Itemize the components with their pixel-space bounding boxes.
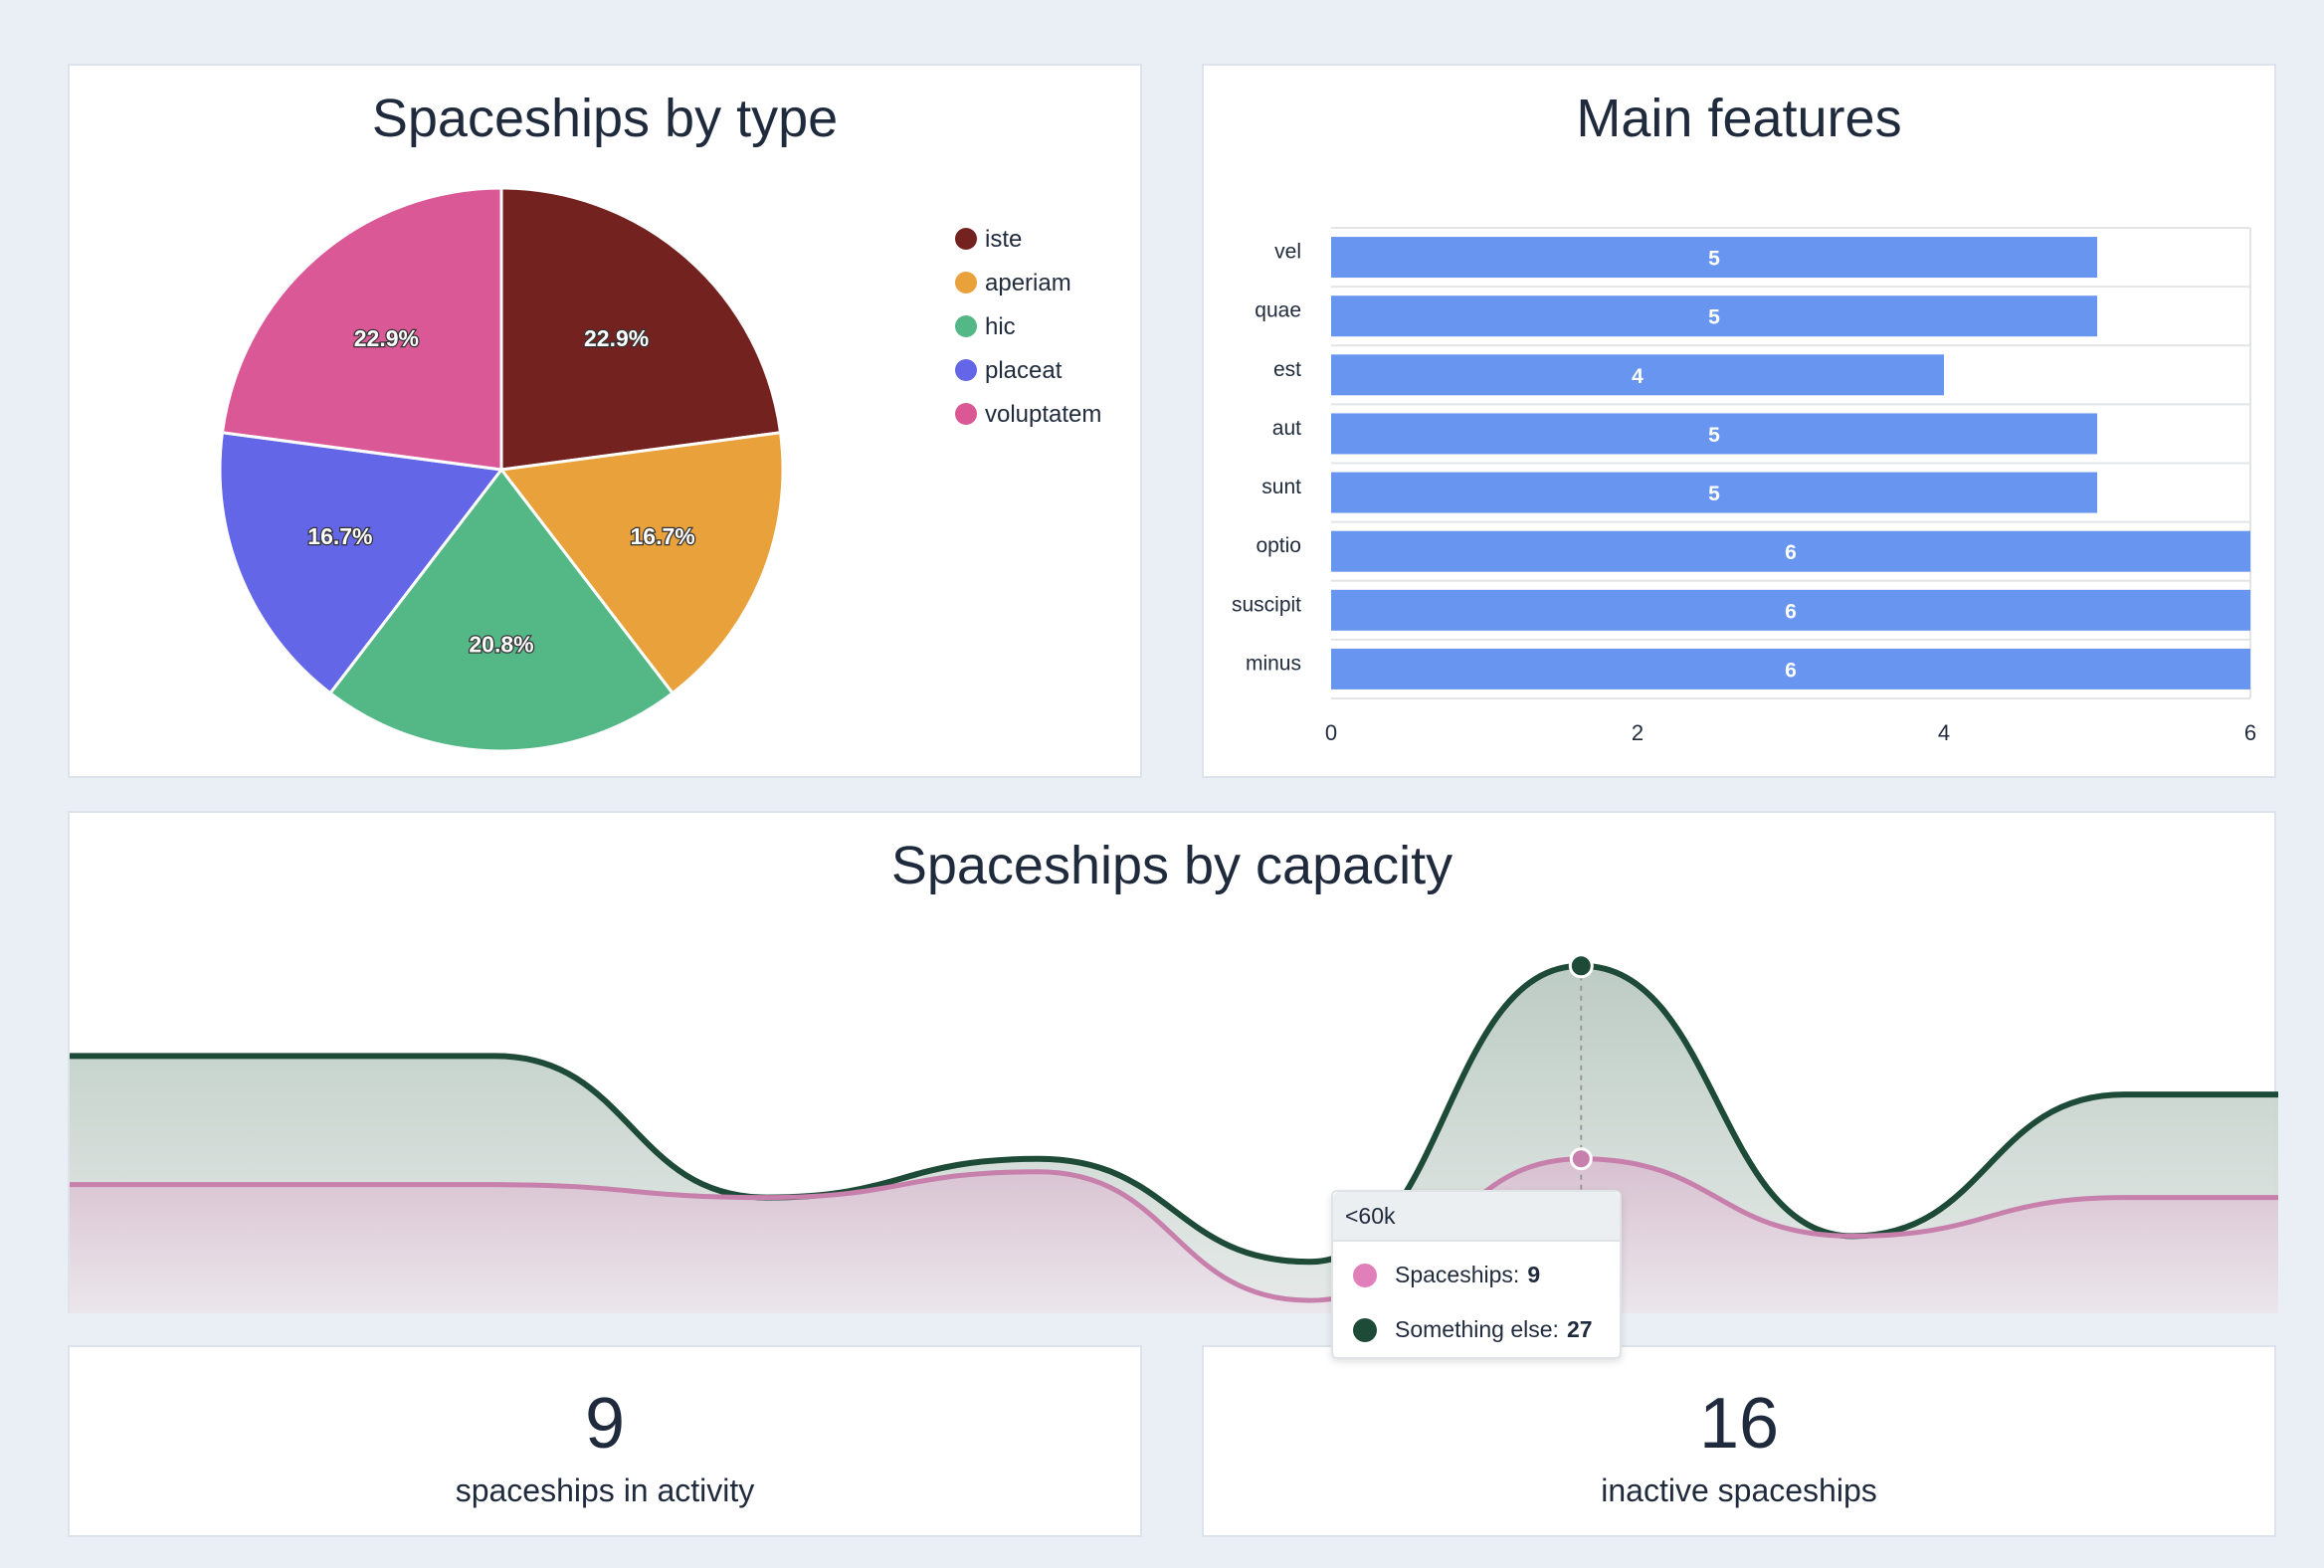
tooltip-category: <60k bbox=[1333, 1192, 1620, 1242]
stat-label: spaceships in activity bbox=[455, 1472, 755, 1508]
category-label: vel bbox=[1274, 241, 1301, 264]
bar-value-label: 5 bbox=[1708, 248, 1720, 271]
bar-vel[interactable] bbox=[1331, 237, 2097, 279]
category-label: minus bbox=[1246, 652, 1301, 675]
legend-swatch bbox=[955, 359, 977, 381]
pie-slice-placeat[interactable] bbox=[218, 431, 504, 695]
area-chart-panel: Spaceships by capacity bbox=[68, 811, 2278, 1315]
bar-value-label: 6 bbox=[1785, 659, 1797, 682]
bar-quae[interactable] bbox=[1331, 295, 2097, 337]
bar-optio[interactable] bbox=[1331, 530, 2250, 572]
stat-card-active: 9 spaceships in activity bbox=[68, 1345, 1142, 1537]
bar-value-label: 5 bbox=[1708, 424, 1720, 447]
pie-chart: 22.9% 16.7% 20.8% 16.7% 22.9% iste aperiam hic p… bbox=[218, 186, 1101, 753]
bar-sunt[interactable] bbox=[1331, 472, 2097, 513]
hover-point-something-else bbox=[1568, 953, 1594, 979]
x-tick-label: 4 bbox=[1938, 720, 1950, 745]
bar-chart-panel: Main features 5 vel 5 quae 4 est 5 aut 5 sunt 6 opt… bbox=[1202, 64, 2276, 778]
bar-value-label: 5 bbox=[1708, 483, 1720, 505]
stat-value: 16 bbox=[1698, 1384, 1780, 1464]
bar-aut[interactable] bbox=[1331, 413, 2097, 455]
tooltip-row-something-else: Something else: 27 bbox=[1353, 1316, 1593, 1343]
tooltip-row-spaceships: Spaceships: 9 bbox=[1353, 1262, 1540, 1288]
tooltip-series-dot bbox=[1353, 1263, 1377, 1287]
legend-label[interactable]: hic bbox=[985, 313, 1016, 340]
bar-value-label: 5 bbox=[1708, 306, 1720, 329]
pie-slice-hic[interactable] bbox=[327, 467, 676, 753]
pie-slice-label: 20.8% bbox=[469, 631, 533, 657]
tooltip-series-value: 27 bbox=[1566, 1316, 1593, 1342]
bar-value-label: 6 bbox=[1785, 600, 1797, 623]
x-tick-label: 2 bbox=[1632, 720, 1644, 745]
pie-slice-label: 16.7% bbox=[307, 523, 372, 549]
pie-slice-label: 22.9% bbox=[584, 325, 649, 351]
hover-point-spaceships bbox=[1569, 1147, 1593, 1171]
pie-slice-label: 16.7% bbox=[630, 523, 694, 549]
legend-swatch bbox=[955, 228, 977, 250]
category-label: est bbox=[1273, 358, 1301, 381]
pie-slice-iste[interactable] bbox=[499, 186, 783, 472]
x-tick-label: 6 bbox=[2244, 720, 2256, 745]
bar-minus[interactable] bbox=[1331, 648, 2250, 689]
tooltip-series-label: Something else: bbox=[1395, 1316, 1559, 1342]
legend-label[interactable]: aperiam bbox=[985, 270, 1071, 296]
area-chart-title: Spaceships by capacity bbox=[890, 836, 1453, 895]
legend-label[interactable]: placeat bbox=[985, 357, 1063, 384]
area-chart[interactable] bbox=[70, 813, 2278, 1315]
area-line-spaceships[interactable] bbox=[70, 1156, 2278, 1303]
bar-suscipit[interactable] bbox=[1331, 589, 2250, 631]
x-tick-label: 0 bbox=[1325, 720, 1337, 745]
bar-chart: 5 vel 5 quae 4 est 5 aut 5 sunt 6 optio 6 suscipit 6 mi… bbox=[1232, 227, 2256, 745]
category-label: optio bbox=[1256, 534, 1301, 557]
pie-slice-aperiam[interactable] bbox=[498, 431, 785, 695]
tooltip-series-value: 9 bbox=[1527, 1262, 1541, 1287]
stat-value: 9 bbox=[584, 1384, 626, 1464]
chart-tooltip: <60k Spaceships: 9 Something else: 27 bbox=[1331, 1190, 1622, 1359]
tooltip-series-label: Spaceships: bbox=[1395, 1262, 1520, 1287]
legend-swatch bbox=[955, 272, 977, 294]
legend-label[interactable]: iste bbox=[985, 226, 1022, 253]
legend-label[interactable]: voluptatem bbox=[985, 401, 1101, 428]
stat-card-inactive: 16 inactive spaceships bbox=[1202, 1345, 2276, 1537]
category-label: suscipit bbox=[1232, 593, 1301, 616]
legend-swatch bbox=[955, 403, 977, 425]
category-label: sunt bbox=[1261, 476, 1301, 498]
pie-chart-title: Spaceships by type bbox=[371, 89, 839, 148]
pie-slice-label: 22.9% bbox=[354, 325, 419, 351]
bar-est[interactable] bbox=[1331, 354, 1944, 396]
bar-value-label: 4 bbox=[1632, 365, 1644, 388]
pie-chart-panel: Spaceships by type 22.9% 16.7% 20.8% 16.7% 2… bbox=[68, 64, 1142, 778]
legend-swatch bbox=[955, 315, 977, 337]
area-line-something-else[interactable] bbox=[70, 962, 2278, 1266]
pie-slice-voluptatem[interactable] bbox=[220, 186, 503, 472]
stat-label: inactive spaceships bbox=[1601, 1472, 1877, 1508]
bar-value-label: 6 bbox=[1785, 541, 1797, 564]
category-label: quae bbox=[1255, 299, 1301, 322]
tooltip-series-dot bbox=[1353, 1317, 1377, 1342]
category-label: aut bbox=[1272, 417, 1301, 440]
bar-chart-title: Main features bbox=[1576, 89, 1902, 148]
